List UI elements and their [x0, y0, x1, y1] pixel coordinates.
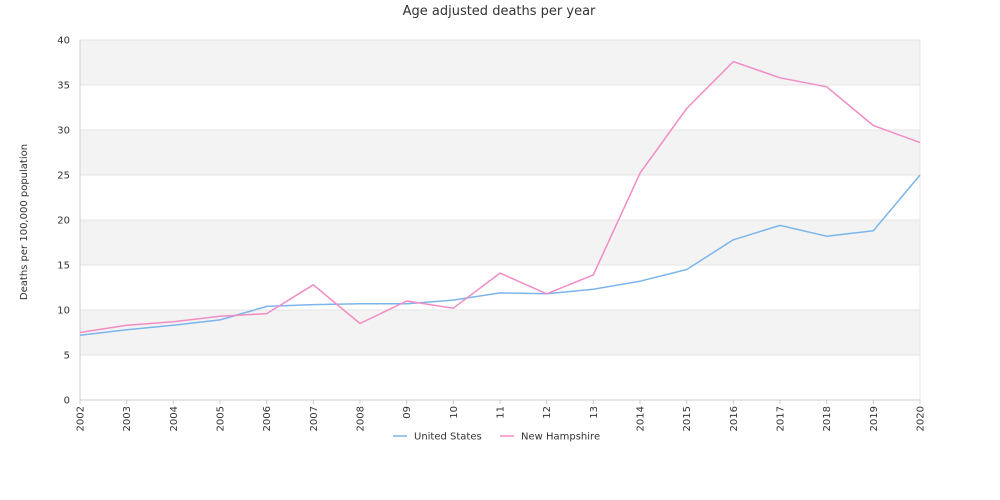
y-tick-label: 35 — [57, 81, 70, 92]
x-tick-label: 2006 — [262, 406, 273, 431]
x-tick-label: 11 — [496, 406, 507, 419]
band-15-20 — [80, 220, 920, 265]
x-tick-label: 2017 — [776, 406, 787, 431]
legend-item-label: New Hampshire — [521, 432, 600, 443]
y-tick-label: 40 — [57, 36, 70, 47]
x-tick-label: 10 — [449, 406, 460, 419]
band-30-35 — [80, 85, 920, 130]
chart-title: Age adjusted deaths per year — [403, 4, 596, 19]
y-axis-label: Deaths per 100,000 population — [19, 144, 30, 300]
y-tick-label: 30 — [57, 126, 70, 137]
y-axis-ticks: 0 5 10 15 20 25 30 35 40 — [57, 36, 70, 407]
x-tick-label: 2014 — [636, 406, 647, 431]
band-20-25 — [80, 175, 920, 220]
x-tick-label: 09 — [402, 406, 413, 419]
y-tick-label: 15 — [57, 261, 70, 272]
x-tick-label: 2002 — [76, 406, 87, 431]
x-tick-label: 2019 — [869, 406, 880, 431]
x-tick-label: 2020 — [916, 406, 927, 431]
y-tick-label: 20 — [57, 216, 70, 227]
x-tick-label: 2015 — [682, 406, 693, 431]
x-tick-label: 2005 — [216, 406, 227, 431]
x-tick-label: 2016 — [729, 406, 740, 431]
x-tick-label: 2018 — [822, 406, 833, 431]
band-35-40 — [80, 40, 920, 85]
y-tick-label: 0 — [64, 396, 70, 407]
band-5-10 — [80, 310, 920, 355]
x-axis-ticks: 2002 2003 2004 2005 2006 2007 2008 09 10 11 12 13 20… — [76, 400, 927, 431]
x-tick-label: 2003 — [122, 406, 133, 431]
x-tick-label: 12 — [542, 406, 553, 419]
y-tick-label: 5 — [64, 351, 70, 362]
background-bands — [80, 40, 920, 400]
x-tick-label: 2004 — [169, 406, 180, 431]
x-tick-label: 13 — [589, 406, 600, 419]
band-10-15 — [80, 265, 920, 310]
y-tick-label: 25 — [57, 171, 70, 182]
y-tick-label: 10 — [57, 306, 70, 317]
band-25-30 — [80, 130, 920, 175]
legend-item-label: United States — [414, 432, 482, 443]
x-tick-label: 2007 — [309, 406, 320, 431]
x-tick-label: 2008 — [356, 406, 367, 431]
band-0-5 — [80, 355, 920, 400]
series-lines — [79, 60, 921, 336]
legend: United States New Hampshire — [393, 432, 600, 443]
